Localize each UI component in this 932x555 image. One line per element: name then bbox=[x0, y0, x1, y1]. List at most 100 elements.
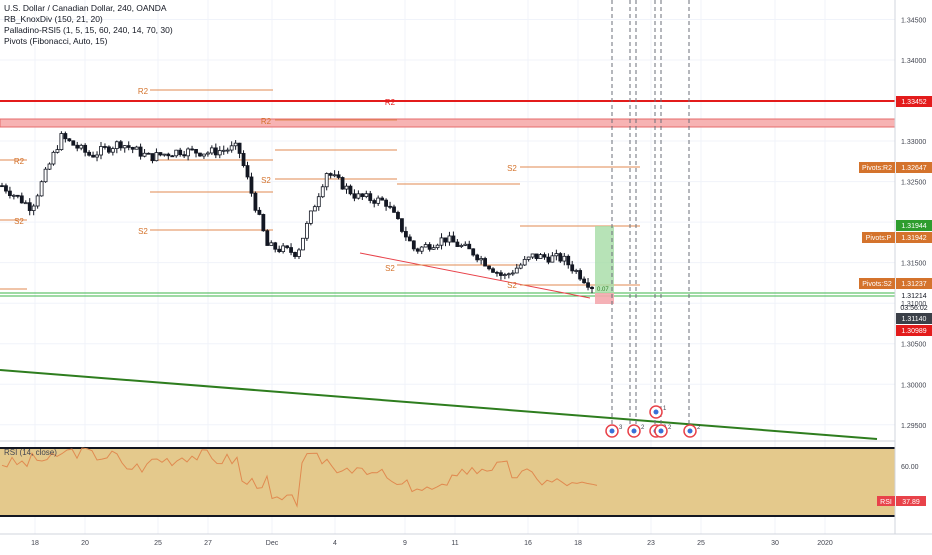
time-tick: 18 bbox=[31, 540, 39, 547]
price-axis[interactable]: 1.345001.340001.335001.330001.325001.320… bbox=[859, 17, 932, 430]
candle-body bbox=[209, 147, 214, 154]
time-axis[interactable]: 18 20 25 27 Dec 4 9 11 16 18 23 25 30 2020 bbox=[31, 540, 833, 547]
candle-body bbox=[122, 145, 127, 149]
candle-body bbox=[542, 254, 547, 258]
time-tick: 2020 bbox=[817, 540, 833, 547]
candle-body bbox=[253, 192, 258, 211]
candle-body bbox=[182, 154, 187, 157]
candle-body bbox=[146, 152, 151, 155]
event-lines bbox=[611, 0, 690, 432]
candle-body bbox=[455, 241, 460, 247]
candle-body bbox=[538, 254, 543, 259]
rsi-level-label: 60.00 bbox=[901, 464, 919, 471]
candle-body bbox=[396, 211, 400, 220]
candle-body bbox=[546, 256, 551, 263]
trend-line[interactable] bbox=[0, 369, 878, 440]
candle-body bbox=[578, 270, 583, 280]
event-count: 1 bbox=[663, 406, 667, 412]
divergence-line[interactable] bbox=[359, 252, 591, 299]
candle-body bbox=[289, 247, 293, 253]
candle-body bbox=[554, 253, 559, 257]
candle-body bbox=[407, 236, 412, 242]
candle-body bbox=[75, 144, 80, 149]
price-tick: 1.32500 bbox=[901, 180, 926, 187]
candle-body bbox=[51, 151, 56, 165]
pivot-label: R2 bbox=[14, 157, 25, 166]
event-dot bbox=[609, 428, 615, 434]
candle-body bbox=[277, 248, 282, 253]
indicator-palladino-rsi[interactable]: Palladino-RSI5 (1, 5, 15, 60, 240, 14, 7… bbox=[4, 25, 173, 35]
candle-body bbox=[388, 205, 392, 208]
candle-body bbox=[435, 244, 440, 249]
candle-body bbox=[103, 146, 107, 148]
candle-body bbox=[570, 264, 575, 272]
candle-body bbox=[233, 142, 238, 147]
candle-body bbox=[312, 206, 317, 212]
candle-body bbox=[110, 148, 115, 153]
candle-body bbox=[550, 255, 555, 263]
candle-body bbox=[451, 235, 456, 243]
candle-body bbox=[95, 154, 99, 158]
candle-body bbox=[8, 190, 12, 197]
candle-body bbox=[392, 206, 396, 213]
event-count: 2 bbox=[641, 425, 645, 431]
candle-body bbox=[491, 268, 495, 273]
candle-body bbox=[427, 244, 432, 250]
candle-body bbox=[372, 200, 377, 204]
candle-body bbox=[118, 141, 123, 149]
candle-body bbox=[586, 282, 590, 288]
candle-body bbox=[87, 151, 92, 156]
candle-body bbox=[67, 138, 72, 142]
price-tag-bg bbox=[896, 96, 932, 107]
time-tick: 25 bbox=[697, 540, 705, 547]
candle-body bbox=[447, 235, 452, 243]
candle-body bbox=[364, 193, 369, 197]
pivot-label: S2 bbox=[261, 176, 271, 185]
candle-body bbox=[415, 248, 420, 252]
price-tick: 1.30500 bbox=[901, 342, 926, 349]
price-tag: 1.31140 bbox=[902, 316, 927, 323]
candle-body bbox=[23, 202, 28, 205]
candles[interactable] bbox=[0, 131, 594, 294]
candle-body bbox=[154, 152, 159, 162]
symbol-title[interactable]: U.S. Dollar / Canadian Dollar, 240, OAND… bbox=[4, 3, 167, 13]
candle-body bbox=[217, 150, 222, 156]
time-tick: 20 bbox=[81, 540, 89, 547]
candle-body bbox=[71, 140, 76, 146]
candle-body bbox=[126, 145, 131, 148]
indicator-pivots[interactable]: Pivots (Fibonacci, Auto, 15) bbox=[4, 36, 108, 46]
resistance-zone[interactable] bbox=[0, 118, 896, 128]
price-tag: 1.32647 bbox=[901, 165, 926, 172]
candle-body bbox=[419, 246, 424, 252]
price-tag: Pivots:S2 bbox=[862, 281, 892, 288]
candle-body bbox=[15, 194, 20, 197]
price-tag: 1.33452 bbox=[901, 99, 926, 106]
candle-body bbox=[39, 181, 44, 197]
candle-body bbox=[431, 247, 436, 250]
time-tick: 16 bbox=[524, 540, 532, 547]
price-tag: 03:56:02 bbox=[900, 305, 927, 312]
candle-body bbox=[138, 146, 143, 157]
candle-body bbox=[574, 270, 579, 272]
candle-body bbox=[582, 278, 586, 284]
time-tick: 9 bbox=[403, 540, 407, 547]
price-tag: 1.31237 bbox=[901, 281, 926, 288]
price-tick: 1.29500 bbox=[901, 423, 926, 430]
candle-body bbox=[324, 173, 329, 188]
candle-body bbox=[150, 153, 155, 162]
position-loss-zone[interactable] bbox=[595, 293, 614, 304]
position-profit-zone[interactable] bbox=[595, 226, 614, 293]
price-tag: 1.31942 bbox=[901, 235, 926, 242]
candle-body bbox=[186, 148, 191, 157]
time-tick: Dec bbox=[266, 540, 279, 547]
candle-body bbox=[281, 245, 286, 253]
candle-body bbox=[499, 272, 503, 276]
event-markers[interactable]: 321322 bbox=[605, 405, 701, 438]
candle-body bbox=[241, 153, 246, 166]
candle-body bbox=[558, 253, 563, 262]
indicator-knoxdiv[interactable]: RB_KnoxDiv (150, 21, 20) bbox=[4, 14, 103, 24]
candle-body bbox=[190, 148, 194, 151]
event-count: 2 bbox=[668, 425, 672, 431]
candle-body bbox=[336, 174, 341, 178]
